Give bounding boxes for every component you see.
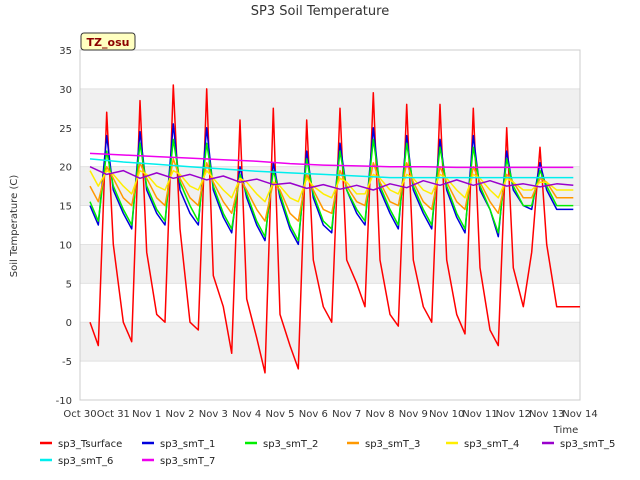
x-tick-label: Nov 5 [265,409,294,420]
x-tick-label: Oct 30 [63,409,96,420]
x-tick-label: Nov 14 [562,409,597,420]
legend-label: sp3_smT_1 [160,439,215,450]
x-tick-label: Nov 8 [365,409,394,420]
x-axis-label: Time [553,425,578,436]
x-tick-label: Nov 12 [496,409,531,420]
x-tick-label: Nov 9 [399,409,428,420]
y-tick-label: 5 [66,279,72,290]
legend: sp3_Tsurface sp3_smT_1 sp3_smT_2 sp3_smT_3 s… [40,439,615,467]
x-axis: Oct 30 Oct 31 Nov 1 Nov 2 Nov 3 Nov 4 Nov 5 Nov… [63,409,597,420]
x-tick-label: Nov 10 [429,409,464,420]
grid-band [80,322,580,362]
x-tick-label: Nov 2 [165,409,194,420]
x-tick-label: Nov 1 [132,409,161,420]
y-axis: -10 -5 0 5 10 15 20 25 30 35 [56,46,72,407]
series-line-sp3_smT_6 [89,158,574,179]
tz-badge: TZ_osu [80,32,136,51]
y-axis-label: Soil Temperature (C) [9,175,20,278]
x-tick-label: Nov 7 [332,409,361,420]
series-line-sp3_smT_3 [89,158,574,222]
y-tick-label: 25 [59,124,72,135]
series-line-sp3_Tsurface [89,84,580,374]
x-tick-label: Nov 11 [462,409,497,420]
y-tick-label: -5 [62,357,72,368]
legend-label: sp3_smT_5 [560,439,615,450]
series-line-sp3_smT_7 [89,152,574,169]
legend-label: sp3_smT_7 [160,456,215,467]
y-tick-label: 0 [66,318,72,329]
legend-label: sp3_smT_6 [58,456,113,467]
x-tick-label: Nov 6 [299,409,328,420]
legend-label: sp3_smT_3 [365,439,420,450]
legend-label: sp3_Tsurface [58,439,122,450]
plot-border [79,49,581,401]
y-tick-label: -10 [56,396,72,407]
series-line-sp3_smT_5 [89,166,574,191]
grid-band [80,244,580,284]
x-tick-label: Oct 31 [97,409,130,420]
series-lines [89,84,580,374]
x-tick-label: Nov 3 [199,409,228,420]
x-tick-label: Nov 13 [529,409,564,420]
y-tick-label: 20 [59,163,72,174]
legend-label: sp3_smT_4 [464,439,519,450]
tz-badge-label: TZ_osu [87,36,130,49]
x-tick-label: Nov 4 [232,409,261,420]
y-tick-label: 30 [59,85,72,96]
tz-badge-box [80,32,136,51]
plot-background [79,49,581,401]
y-tick-label: 15 [59,202,72,213]
y-tick-label: 10 [59,240,72,251]
grid-band [80,88,580,128]
legend-label: sp3_smT_2 [263,439,318,450]
series-line-sp3_smT_2 [89,138,574,242]
chart-title: SP3 Soil Temperature [251,4,389,19]
y-tick-label: 35 [59,46,72,57]
